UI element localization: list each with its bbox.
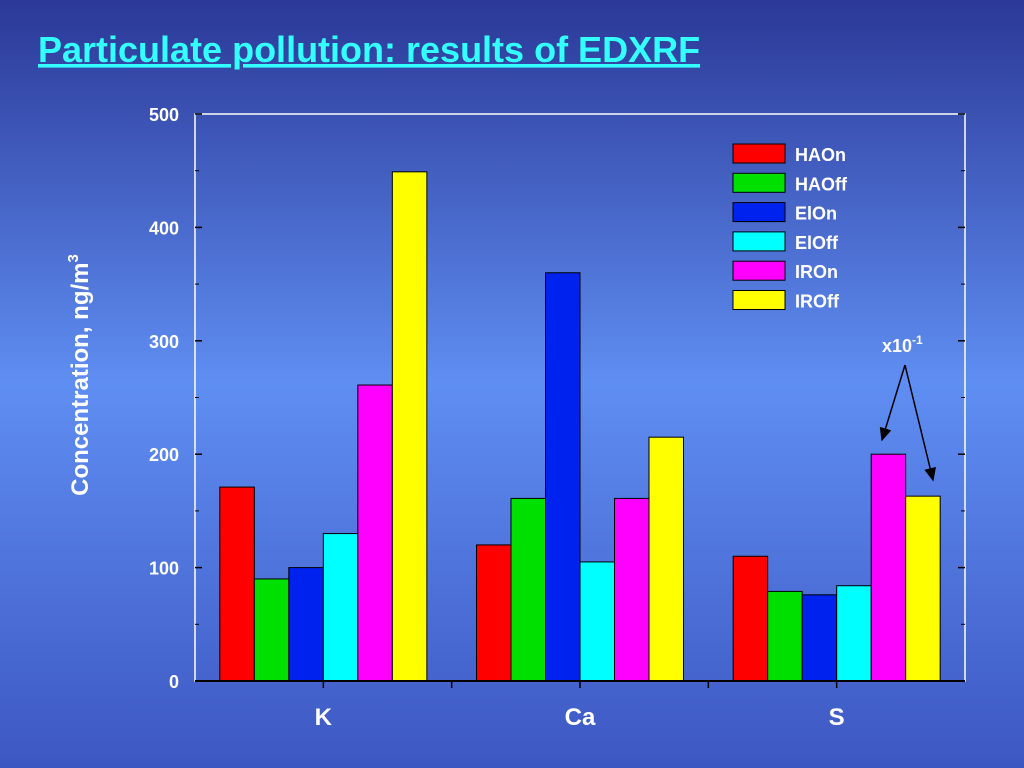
legend-label: IROff <box>795 292 840 312</box>
legend-label: ElOff <box>795 233 839 253</box>
legend-swatch <box>732 143 786 164</box>
y-axis-label-sup: 3 <box>65 254 82 262</box>
bar <box>579 561 615 682</box>
legend-label: ElOn <box>795 204 837 224</box>
bar <box>614 497 650 682</box>
annotation-text: x10 <box>882 336 912 356</box>
legend-swatch <box>732 290 786 310</box>
y-tick-label: 300 <box>149 332 179 352</box>
bar <box>545 272 581 682</box>
bar <box>288 567 324 682</box>
y-tick-label: 400 <box>149 218 179 238</box>
chart-title: Particulate pollution: results of EDXRF <box>38 29 700 70</box>
y-tick-label: 0 <box>169 672 179 692</box>
bar <box>905 495 941 682</box>
bar <box>391 171 428 682</box>
legend-label: IROn <box>795 262 838 282</box>
legend-swatch <box>732 260 786 281</box>
y-axis-label-text: Concentration, ng/m <box>67 263 94 496</box>
bar <box>648 436 684 682</box>
annotation: x10-1 <box>882 333 923 356</box>
bar <box>870 453 907 682</box>
y-tick-label: 100 <box>149 559 179 579</box>
bar <box>836 585 872 682</box>
legend-swatch <box>732 231 786 252</box>
bar <box>219 486 255 682</box>
bar <box>510 497 546 682</box>
bar <box>801 594 838 682</box>
bar <box>767 590 803 682</box>
legend-swatch <box>732 202 786 223</box>
x-tick-label: Ca <box>565 704 596 731</box>
x-tick-label: K <box>315 704 333 731</box>
legend-label: HAOn <box>795 145 846 165</box>
y-tick-label: 200 <box>149 445 179 465</box>
bar <box>253 578 290 682</box>
x-tick-label: S <box>829 704 845 731</box>
annotation-arrow <box>904 364 936 482</box>
y-tick-label: 500 <box>149 105 179 125</box>
annotation-arrow <box>879 364 906 442</box>
annotation-sup: -1 <box>912 333 923 347</box>
legend-swatch <box>732 172 786 193</box>
bar <box>476 544 512 682</box>
legend-label: HAOff <box>795 174 848 194</box>
bar <box>357 384 393 682</box>
bar <box>732 555 769 682</box>
y-axis-label: Concentration, ng/m3 <box>65 254 94 496</box>
bar <box>322 533 359 682</box>
